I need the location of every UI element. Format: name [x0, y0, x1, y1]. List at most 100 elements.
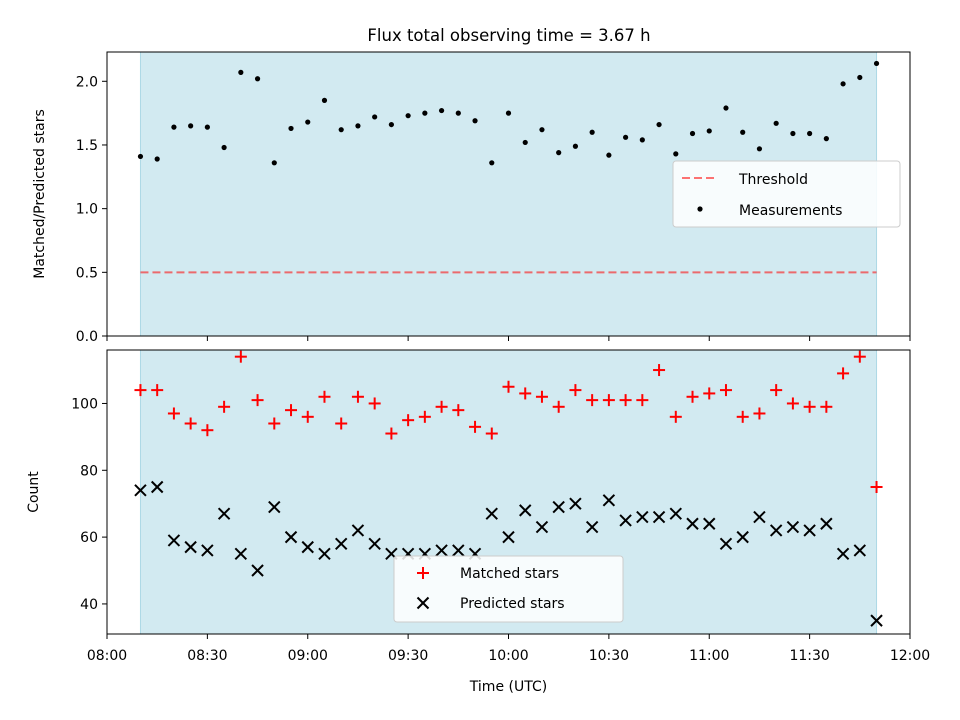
y-tick-label: 0.0 [76, 329, 98, 345]
measurement-point [589, 129, 595, 135]
measurement-point [321, 97, 328, 103]
measurement-point [505, 110, 512, 116]
matched-stars-point [519, 387, 532, 400]
series-matched-stars [134, 350, 883, 493]
matched-stars-point [870, 480, 883, 493]
measurement-point [489, 160, 495, 166]
predicted-stars-point [217, 507, 231, 520]
legend-bottom: Matched stars Predicted stars [393, 555, 624, 623]
matched-stars-point [853, 350, 866, 363]
measurement-point [171, 124, 177, 130]
matched-stars-point [268, 417, 281, 430]
y-tick-label: 80 [80, 463, 98, 479]
x-tick-label: 11:00 [689, 648, 729, 664]
predicted-stars-point [703, 517, 716, 530]
y-tick-label: 0.5 [76, 265, 98, 281]
measurement-point [188, 123, 194, 129]
matched-stars-point [586, 394, 599, 407]
measurement-point [623, 134, 629, 140]
measurement-point [807, 130, 813, 137]
matched-stars-point [602, 394, 615, 407]
matched-stars-point [234, 350, 247, 363]
measurement-point [522, 139, 528, 146]
predicted-stars-point [284, 530, 298, 544]
measurement-point [840, 81, 846, 87]
measurement-point [204, 124, 210, 130]
matched-stars-point [368, 397, 381, 410]
measurement-point [639, 137, 645, 143]
predicted-stars-point [652, 510, 666, 524]
matched-stars-point [285, 404, 298, 417]
measurement-point [823, 136, 829, 142]
predicted-stars-point [301, 540, 314, 554]
x-tick-label: 10:00 [488, 648, 528, 664]
matched-stars-point [736, 410, 749, 423]
measurement-point [756, 146, 763, 152]
top-panel: 0.0 0.5 1.0 1.5 2.0 Matched/Predicted stars Th… [32, 51, 911, 345]
measurement-point [740, 129, 746, 135]
legend-measurements-label: Measurements [739, 203, 842, 219]
y-tick-label: 60 [80, 530, 98, 546]
measurement-point [539, 127, 545, 133]
measurement-point [305, 119, 311, 125]
legend-box [672, 160, 901, 228]
legend-predicted-swatch [416, 596, 430, 610]
measurement-point [606, 152, 612, 158]
matched-stars-point [770, 384, 783, 397]
series-measurements [137, 60, 880, 166]
legend-threshold-label: Threshold [738, 172, 808, 188]
measurement-point [355, 123, 361, 129]
x-tick-label: 09:30 [388, 648, 428, 664]
matched-stars-point [820, 400, 833, 413]
matched-stars-point [151, 384, 164, 397]
matched-stars-point [803, 400, 816, 413]
x-tick-label: 08:30 [187, 648, 227, 664]
x-tick-label: 08:00 [87, 648, 127, 664]
measurement-point [238, 69, 244, 75]
predicted-stars-point [251, 564, 264, 577]
predicted-stars-point [602, 494, 616, 507]
measurement-point [572, 143, 579, 149]
predicted-stars-point [636, 510, 649, 524]
predicted-stars-point [836, 547, 850, 561]
measurement-point [773, 120, 779, 126]
measurement-point [137, 153, 144, 160]
matched-stars-point [201, 424, 214, 437]
matched-stars-point [134, 384, 147, 397]
predicted-stars-point [669, 507, 682, 520]
legend-predicted-label: Predicted stars [460, 596, 565, 612]
matched-stars-point [318, 390, 331, 403]
predicted-stars-point [368, 537, 381, 550]
chart-title: Flux total observing time = 3.67 h [367, 26, 650, 45]
measurement-point [438, 107, 445, 114]
predicted-stars-point [435, 544, 448, 557]
matched-stars-point [502, 380, 515, 393]
legend-matched-swatch [417, 567, 429, 579]
predicted-stars-point [201, 544, 214, 557]
x-tick-label: 10:30 [589, 648, 629, 664]
predicted-stars-point [853, 544, 867, 557]
y-tick-label: 1.0 [76, 202, 98, 218]
matched-stars-point [535, 390, 548, 403]
matched-stars-point [469, 420, 482, 433]
measurement-point [271, 160, 277, 166]
predicted-stars-point [268, 500, 281, 514]
matched-stars-point [184, 417, 197, 430]
x-tick-label: 12:00 [890, 648, 930, 664]
matched-stars-point [335, 417, 348, 430]
predicted-stars-point [485, 507, 498, 520]
legend-measurements-swatch [697, 206, 703, 212]
measurement-point [723, 105, 729, 111]
measurement-point [338, 127, 344, 133]
predicted-stars-point [167, 534, 181, 547]
predicted-stars-point [569, 497, 582, 510]
predicted-stars-point [351, 524, 365, 537]
predicted-stars-point [184, 540, 197, 554]
predicted-stars-point [870, 614, 883, 627]
measurement-point [689, 130, 696, 137]
matched-stars-point [837, 367, 850, 380]
predicted-stars-point [134, 484, 147, 497]
matched-stars-point [552, 400, 565, 413]
measurement-point [405, 113, 411, 119]
measurement-point [422, 110, 428, 116]
